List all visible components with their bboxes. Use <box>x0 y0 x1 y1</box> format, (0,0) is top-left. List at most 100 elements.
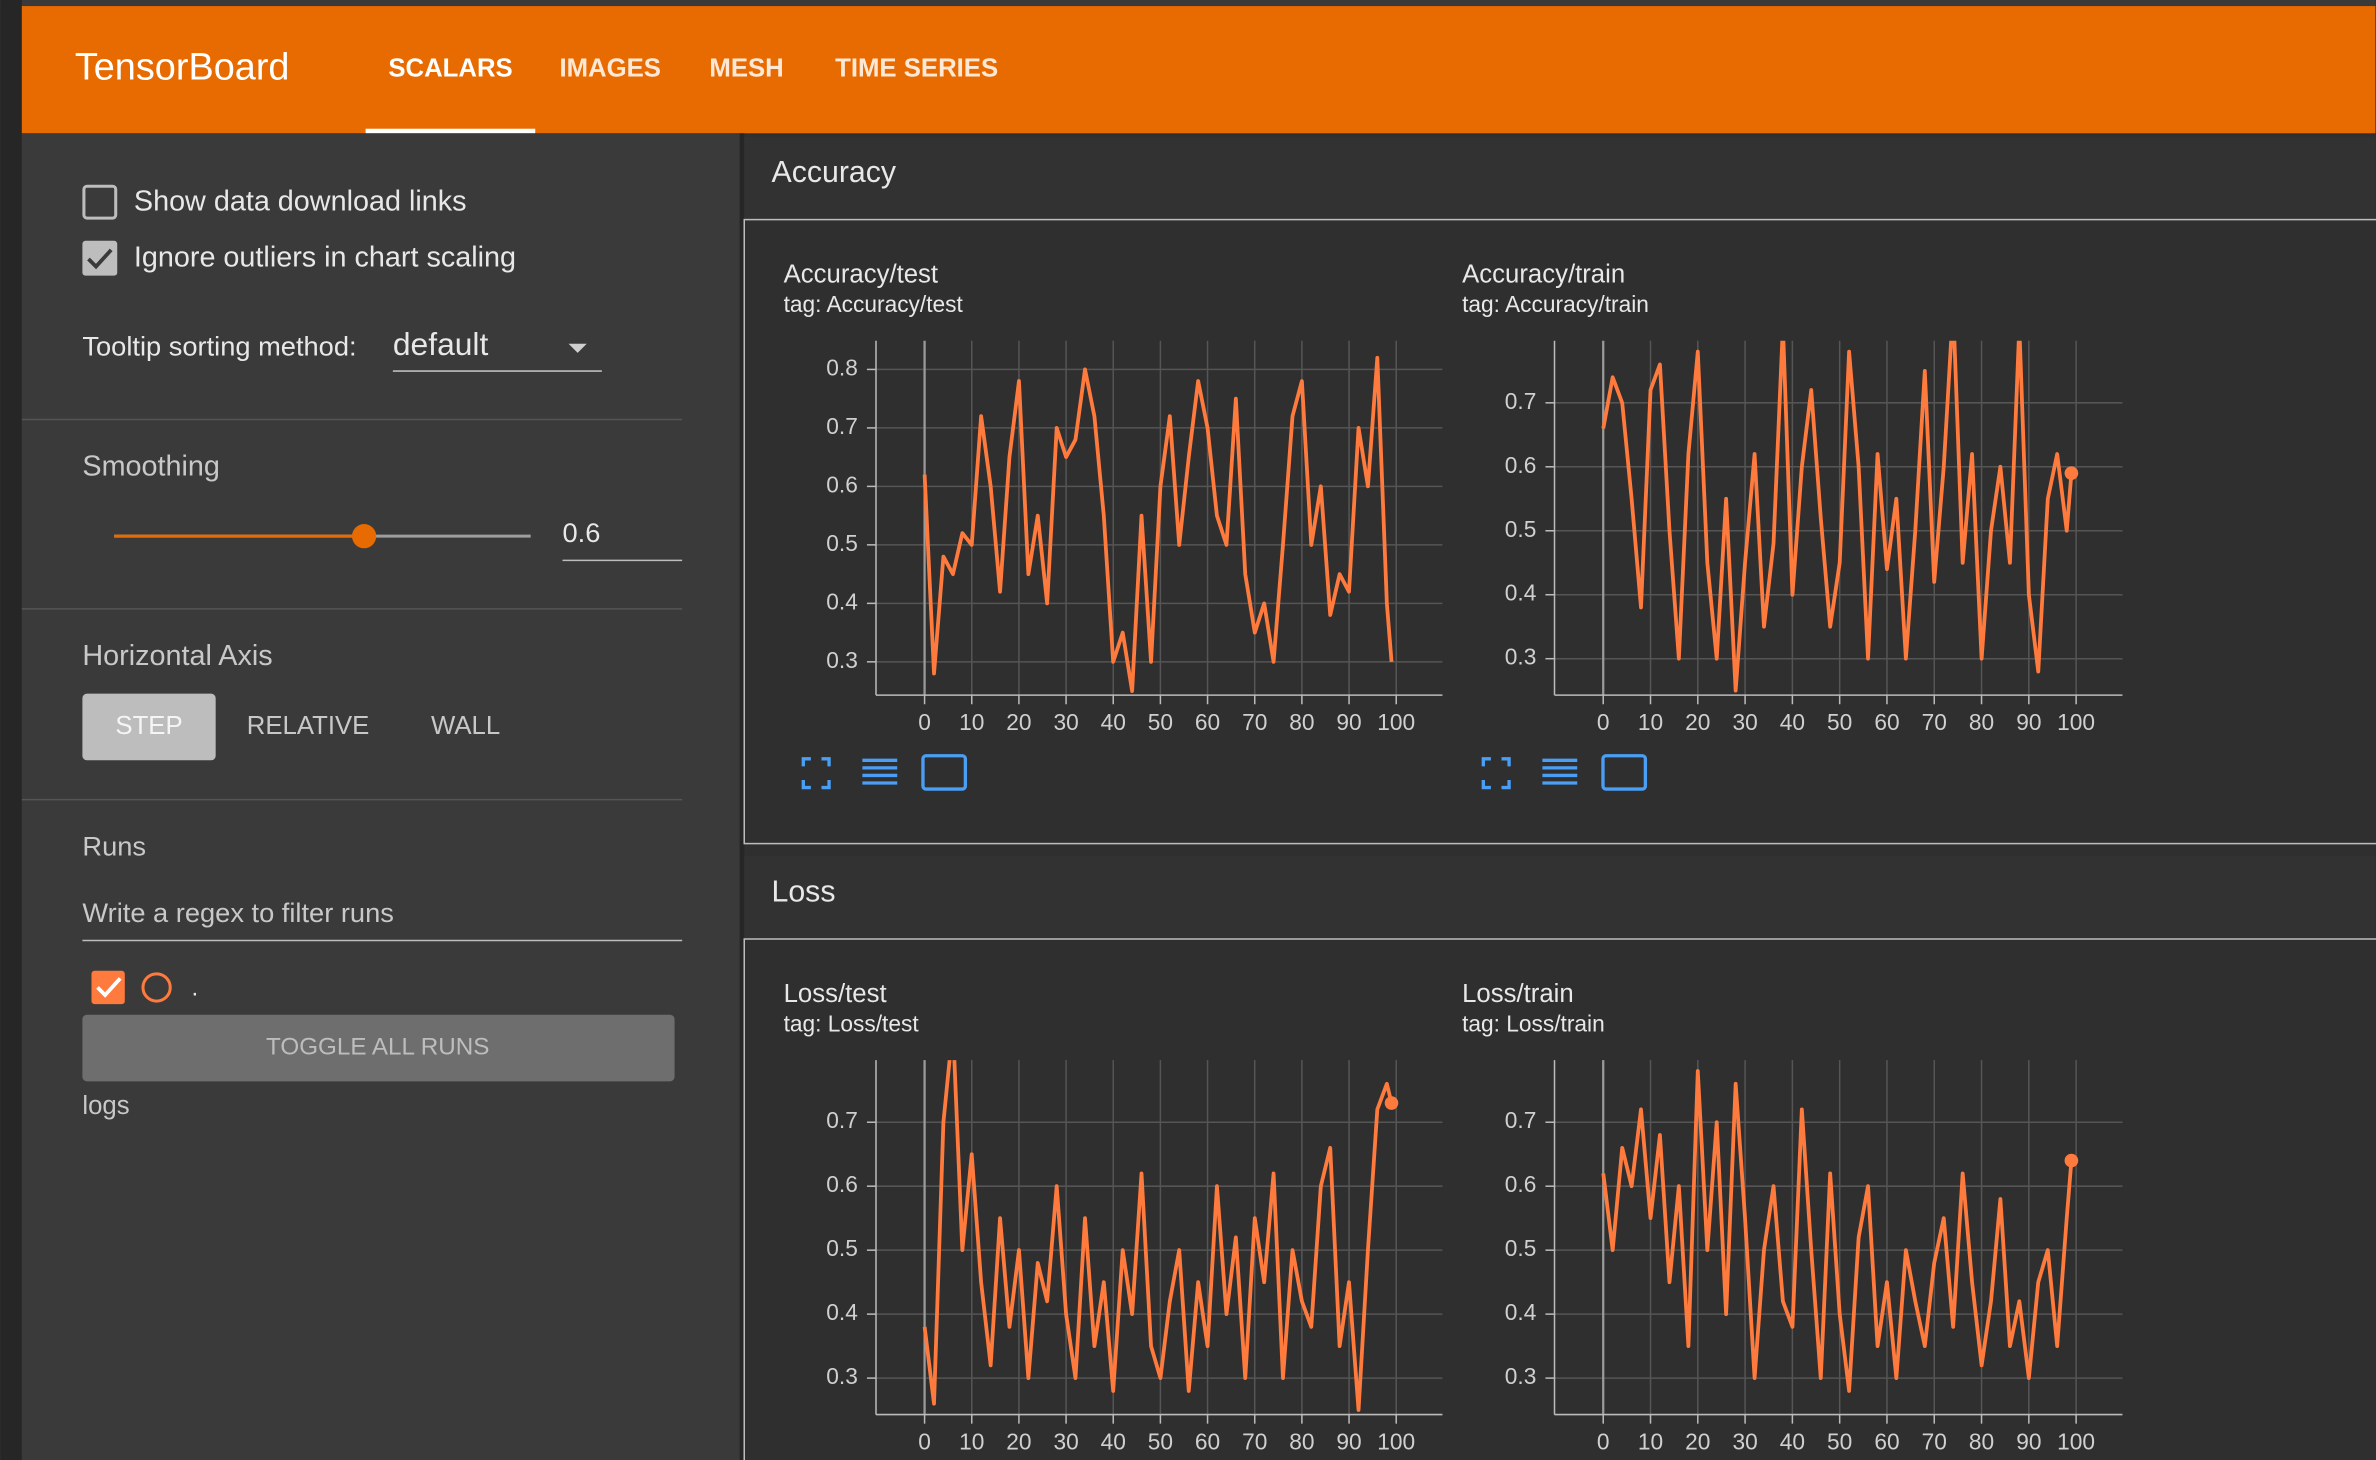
left-strip <box>0 0 22 1460</box>
slider-knob[interactable] <box>351 524 377 549</box>
dropdown-arrow <box>568 343 587 353</box>
y-tick-label: 0.6 <box>1505 452 1537 478</box>
x-tick-label: 50 <box>1827 709 1852 735</box>
axis-option[interactable]: WALL <box>431 712 500 740</box>
section-label: Horizontal Axis <box>82 640 272 672</box>
chart-subtitle: tag: Loss/test <box>784 1010 920 1036</box>
fit-domain-icon[interactable] <box>921 754 968 791</box>
x-tick-label: 80 <box>1289 1428 1314 1454</box>
x-tick-label: 90 <box>1336 1428 1361 1454</box>
x-tick-label: 80 <box>1969 709 1994 735</box>
x-tick-label: 50 <box>1827 1428 1852 1454</box>
y-tick-label: 0.4 <box>826 588 858 614</box>
log-scale-icon[interactable] <box>862 758 898 785</box>
x-tick-label: 10 <box>959 709 984 735</box>
x-tick-label: 10 <box>1638 1428 1663 1454</box>
section-label: Runs <box>82 830 146 861</box>
series-line <box>1601 1069 2074 1393</box>
x-tick-label: 0 <box>1597 709 1610 735</box>
x-tick-label: 40 <box>1780 709 1805 735</box>
x-tick-label: 30 <box>1053 709 1078 735</box>
chart-subtitle: tag: Loss/train <box>1462 1010 1605 1036</box>
x-tick-label: 90 <box>1336 709 1361 735</box>
chart: Accuracy/test tag: Accuracy/test 0.3 0.4 0.5… <box>784 260 1443 735</box>
x-tick-label: 70 <box>1242 709 1267 735</box>
chart: Accuracy/train tag: Accuracy/train 0.3 0.4 0… <box>1462 260 2123 735</box>
x-tick-label: 30 <box>1053 1428 1078 1454</box>
x-tick-label: 30 <box>1732 1428 1757 1454</box>
y-tick-label: 0.3 <box>1505 644 1537 670</box>
tab[interactable]: TIME SERIES <box>835 54 998 82</box>
series-line <box>1601 340 2074 693</box>
x-tick-label: 70 <box>1922 709 1947 735</box>
checkbox[interactable] <box>82 184 118 220</box>
chart-title: Loss/test <box>784 980 887 1008</box>
x-tick-label: 90 <box>2016 709 2041 735</box>
x-tick-label: 60 <box>1874 709 1899 735</box>
y-tick-label: 0.7 <box>1505 1107 1537 1133</box>
x-tick-label: 100 <box>1377 1428 1415 1454</box>
y-tick-label: 0.5 <box>826 1235 858 1261</box>
log-scale-icon[interactable] <box>1542 758 1578 785</box>
tab[interactable]: MESH <box>709 54 783 82</box>
axis-option[interactable]: STEP <box>115 712 182 740</box>
y-tick-label: 0.3 <box>826 647 858 673</box>
x-tick-label: 40 <box>1101 1428 1126 1454</box>
run-checkbox[interactable] <box>91 970 125 1005</box>
x-tick-label: 30 <box>1732 709 1757 735</box>
option-label: Ignore outliers in chart scaling <box>134 242 516 274</box>
x-tick-label: 80 <box>1289 709 1314 735</box>
chart-title: Accuracy/train <box>1462 260 1625 288</box>
toggle-label[interactable]: TOGGLE ALL RUNS <box>266 1033 489 1060</box>
x-tick-label: 100 <box>1377 709 1415 735</box>
x-tick-label: 100 <box>2057 709 2095 735</box>
x-tick-label: 0 <box>918 1428 931 1454</box>
x-tick-label: 100 <box>2057 1428 2095 1454</box>
tooltip-label: Tooltip sorting method: <box>82 331 356 362</box>
x-tick-label: 40 <box>1780 1428 1805 1454</box>
x-tick-label: 0 <box>1597 1428 1610 1454</box>
section-card <box>743 938 2376 1460</box>
run-color[interactable] <box>141 972 172 1003</box>
checkbox-checked[interactable] <box>82 240 118 276</box>
axis-option[interactable]: RELATIVE <box>247 712 370 740</box>
y-tick-label: 0.4 <box>826 1299 858 1325</box>
smoothing-value[interactable]: 0.6 <box>563 517 601 548</box>
y-tick-label: 0.4 <box>1505 1299 1537 1325</box>
section-header <box>744 136 2376 220</box>
fit-domain-icon[interactable] <box>1601 754 1648 791</box>
x-tick-label: 80 <box>1969 1428 1994 1454</box>
section-title[interactable]: Loss <box>772 876 836 909</box>
brand[interactable]: TensorBoard <box>75 47 290 89</box>
end-marker <box>2064 466 2079 481</box>
tab[interactable]: IMAGES <box>559 54 661 82</box>
y-tick-label: 0.6 <box>826 1171 858 1197</box>
section-header <box>744 855 2376 940</box>
y-tick-label: 0.5 <box>826 530 858 556</box>
filter-input[interactable]: Write a regex to filter runs <box>82 897 393 928</box>
y-tick-label: 0.4 <box>1505 580 1537 606</box>
series-line <box>922 1060 1394 1412</box>
section-card <box>743 218 2376 845</box>
fullscreen-icon[interactable] <box>1481 757 1511 790</box>
fullscreen-icon[interactable] <box>801 757 831 790</box>
x-tick-label: 60 <box>1874 1428 1899 1454</box>
x-tick-label: 20 <box>1685 1428 1710 1454</box>
tooltip-select[interactable]: default <box>393 326 489 362</box>
y-tick-label: 0.3 <box>826 1363 858 1389</box>
section-title[interactable]: Accuracy <box>772 156 897 189</box>
y-tick-label: 0.5 <box>1505 1235 1537 1261</box>
axis-button-active[interactable] <box>82 693 216 761</box>
run-name: . <box>191 974 198 1001</box>
checkmark <box>87 248 113 270</box>
end-marker <box>1384 1096 1399 1110</box>
chart-subtitle: tag: Accuracy/train <box>1462 291 1649 317</box>
top-strip <box>0 0 2376 7</box>
x-tick-label: 20 <box>1685 709 1710 735</box>
toggle-button[interactable] <box>82 1014 675 1082</box>
tab[interactable]: SCALARS <box>388 54 512 82</box>
end-marker <box>2064 1153 2079 1168</box>
